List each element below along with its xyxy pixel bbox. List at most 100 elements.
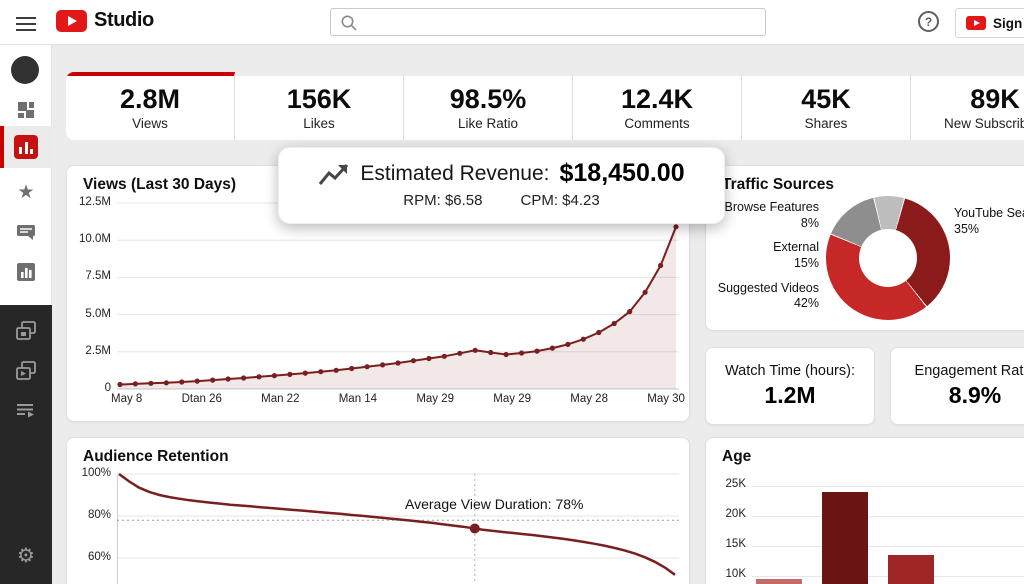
stat-value: 98.5% [449,83,527,114]
gridline [752,546,1024,547]
y-tick: 80% [87,509,111,521]
sidebar-item-dashboard[interactable] [0,92,52,128]
age-bar [756,579,802,584]
sidebar-item-comments[interactable] [0,214,52,250]
x-tick: May 28 [570,393,608,405]
trending-up-icon [319,163,349,185]
cpm-value: CPM: $4.23 [520,192,600,209]
donut-label: Browse Features 8% [724,200,819,230]
watch-time-card: Watch Time (hours): 1.2M [705,347,875,425]
stat-label: Shares [804,116,848,132]
age-bar [822,492,868,584]
stat-value: 2.8M [119,83,181,114]
stat-card-likes[interactable]: 156K Likes [235,72,404,140]
engagement-rate-label: Engagement Rate: [914,363,1024,379]
estimated-revenue-tooltip: Estimated Revenue: $18,450.00 RPM: $6.58… [278,147,725,224]
signin-button[interactable]: Sign In [955,8,1024,38]
sidebar-item-favorites[interactable]: ★ [0,174,52,210]
watch-time-value: 1.2M [764,382,816,408]
sidebar-top-section: ★ [0,44,52,305]
age-chart-title: Age [722,448,752,465]
views-chart-title: Views (Last 30 Days) [83,176,237,193]
y-tick: 5.0M [85,308,111,320]
y-tick: 2.5M [85,345,111,357]
avatar[interactable] [11,56,39,84]
x-tick: Man 14 [338,393,378,405]
y-tick: 0 [104,382,111,394]
signin-label: Sign In [993,15,1024,31]
search-icon [341,15,357,31]
age-bar [888,555,934,584]
y-tick: 12.5M [79,196,111,208]
youtube-play-icon [56,9,87,32]
stat-value: 12.4K [620,83,694,114]
stat-label: Like Ratio [457,116,519,132]
donut-label: YouTube Search 35% [954,206,1024,236]
bar-chart-icon [17,263,35,281]
sidebar: ★ [0,44,52,584]
content-library-icon [16,321,36,340]
retention-line-chart [117,472,679,584]
x-tick: Man 22 [261,393,300,405]
sidebar-item-stats[interactable] [0,254,52,290]
question-mark-icon: ? [924,14,933,29]
sidebar-item-videos[interactable] [0,353,52,389]
x-tick: Dtan 26 [181,393,222,405]
topbar: Studio ? Sign In [0,0,1024,45]
stat-card-views[interactable]: 2.8M Views [66,72,235,140]
sidebar-item-settings[interactable]: ⚙ [0,537,52,573]
stat-label: Likes [303,116,335,132]
x-tick: May 8 [111,393,143,405]
stat-card-new-subscribers[interactable]: 89K New Subscribers [911,72,1024,140]
age-chart-card: Age 25K 20K 15K 10K 5K [705,437,1024,584]
x-tick: May 29 [416,393,455,405]
revenue-title: Estimated Revenue: [360,161,550,185]
menu-button[interactable] [16,13,36,31]
sidebar-item-content[interactable] [0,313,52,349]
y-tick: 15K [725,538,746,550]
search-input[interactable] [330,8,766,36]
stat-label: Comments [624,116,690,132]
gridline [752,486,1024,487]
engagement-rate-value: 8.9% [948,382,1002,408]
gridline [752,516,1024,517]
sidebar-bottom-section: ⚙ [0,305,52,584]
stat-value: 45K [801,83,851,114]
sidebar-item-playlists[interactable] [0,393,52,429]
y-tick: 7.5M [85,270,111,282]
traffic-donut-chart [826,196,950,320]
playlist-icon [17,404,34,418]
dashboard-icon [18,102,34,118]
star-icon: ★ [17,181,35,203]
brand-name: Studio [94,9,154,31]
gear-icon: ⚙ [17,543,35,567]
x-tick: May 30 [647,393,685,405]
sidebar-item-analytics[interactable] [0,126,52,168]
views-line-chart [117,202,679,390]
youtube-studio-logo[interactable]: Studio [56,9,154,32]
rpm-value: RPM: $6.58 [403,192,483,209]
x-axis-labels: May 8 Dtan 26 Man 22 Man 14 May 29 May 2… [111,393,685,405]
traffic-sources-card: Traffic Sources Browse Features 8% Exter… [705,165,1024,331]
donut-label: Suggested Videos 42% [717,280,819,311]
y-tick: 100% [81,467,111,479]
stat-card-comments[interactable]: 12.4K Comments [573,72,742,140]
comment-icon [17,225,35,240]
donut-hole [859,229,917,287]
x-tick: May 29 [493,393,532,405]
help-button[interactable]: ? [918,11,939,32]
watch-time-label: Watch Time (hours): [725,363,855,379]
search-container [330,8,766,36]
stat-label: New Subscribers [943,116,1024,132]
stat-card-like-ratio[interactable]: 98.5% Like Ratio [404,72,573,140]
stats-row: 2.8M Views 156K Likes 98.5% Like Ratio 1… [66,72,1024,140]
stat-card-shares[interactable]: 45K Shares [742,72,911,140]
donut-label: External 15% [773,240,819,270]
y-tick: 10.0M [79,233,111,245]
revenue-amount: $18,450.00 [559,159,685,187]
donut-labels-left: Browse Features 8% External 15% Suggeste… [706,200,819,321]
hamburger-icon [16,17,36,19]
y-tick: 25K [725,478,746,490]
engagement-rate-card: Engagement Rate: 8.9% [890,347,1024,425]
